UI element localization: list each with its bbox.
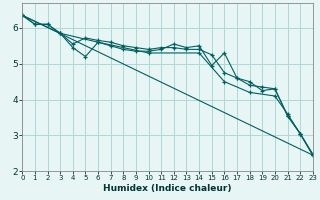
X-axis label: Humidex (Indice chaleur): Humidex (Indice chaleur)	[103, 184, 232, 193]
